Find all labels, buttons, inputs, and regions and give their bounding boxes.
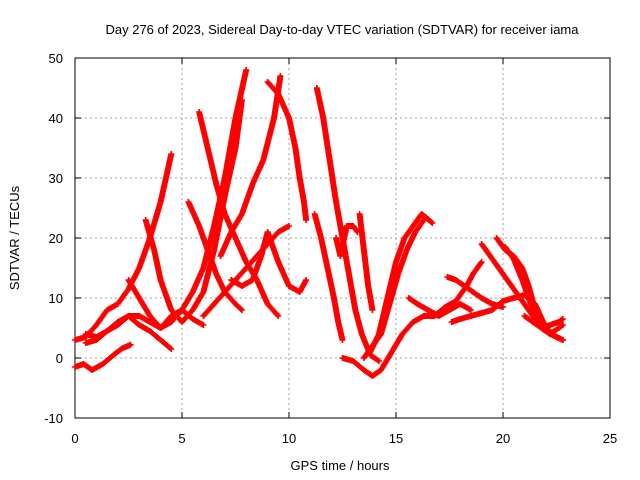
x-tick-label: 0 [71, 431, 78, 446]
series-markers [339, 259, 485, 379]
series-markers [228, 229, 310, 295]
chart-title: Day 276 of 2023, Sidereal Day-to-day VTE… [105, 22, 579, 37]
x-tick-label: 25 [603, 431, 617, 446]
series-markers [521, 313, 566, 331]
series-markers [72, 151, 175, 343]
series-markers [311, 211, 346, 343]
series-markers [72, 341, 134, 373]
series-arc-4 [82, 313, 175, 352]
axis-ticks: 0 5 10 15 20 25 -10 0 10 20 30 40 50 [44, 51, 617, 446]
series-markers [367, 211, 436, 355]
series-arc-19 [367, 211, 436, 355]
series-arc-11 [264, 79, 310, 223]
series-arc-17 [339, 259, 485, 379]
y-tick-label: 10 [49, 291, 63, 306]
y-axis-label: SDTVAR / TECUs [7, 185, 22, 290]
data-marks [72, 67, 566, 379]
x-tick-label: 20 [496, 431, 510, 446]
series-markers [82, 313, 175, 352]
y-tick-label: 50 [49, 51, 63, 66]
series-arc-16 [333, 223, 361, 259]
series-markers [356, 211, 376, 313]
y-tick-label: 20 [49, 231, 63, 246]
series-arc-14 [311, 211, 346, 343]
series-arc-2 [72, 151, 175, 343]
grid-lines [75, 58, 610, 418]
y-tick-label: 30 [49, 171, 63, 186]
series-arc-12 [228, 229, 310, 295]
series-markers [264, 79, 310, 223]
series-markers [333, 223, 361, 259]
series-arc-1 [72, 341, 134, 373]
x-tick-label: 15 [389, 431, 403, 446]
series-arc-15 [356, 211, 376, 313]
y-tick-label: 40 [49, 111, 63, 126]
series-markers [405, 295, 474, 319]
x-axis-label: GPS time / hours [291, 458, 390, 473]
series-arc-20 [405, 295, 474, 319]
x-tick-label: 10 [282, 431, 296, 446]
y-tick-label: -10 [44, 411, 63, 426]
series-arc-26 [521, 313, 566, 331]
y-tick-label: 0 [56, 351, 63, 366]
x-tick-label: 5 [178, 431, 185, 446]
